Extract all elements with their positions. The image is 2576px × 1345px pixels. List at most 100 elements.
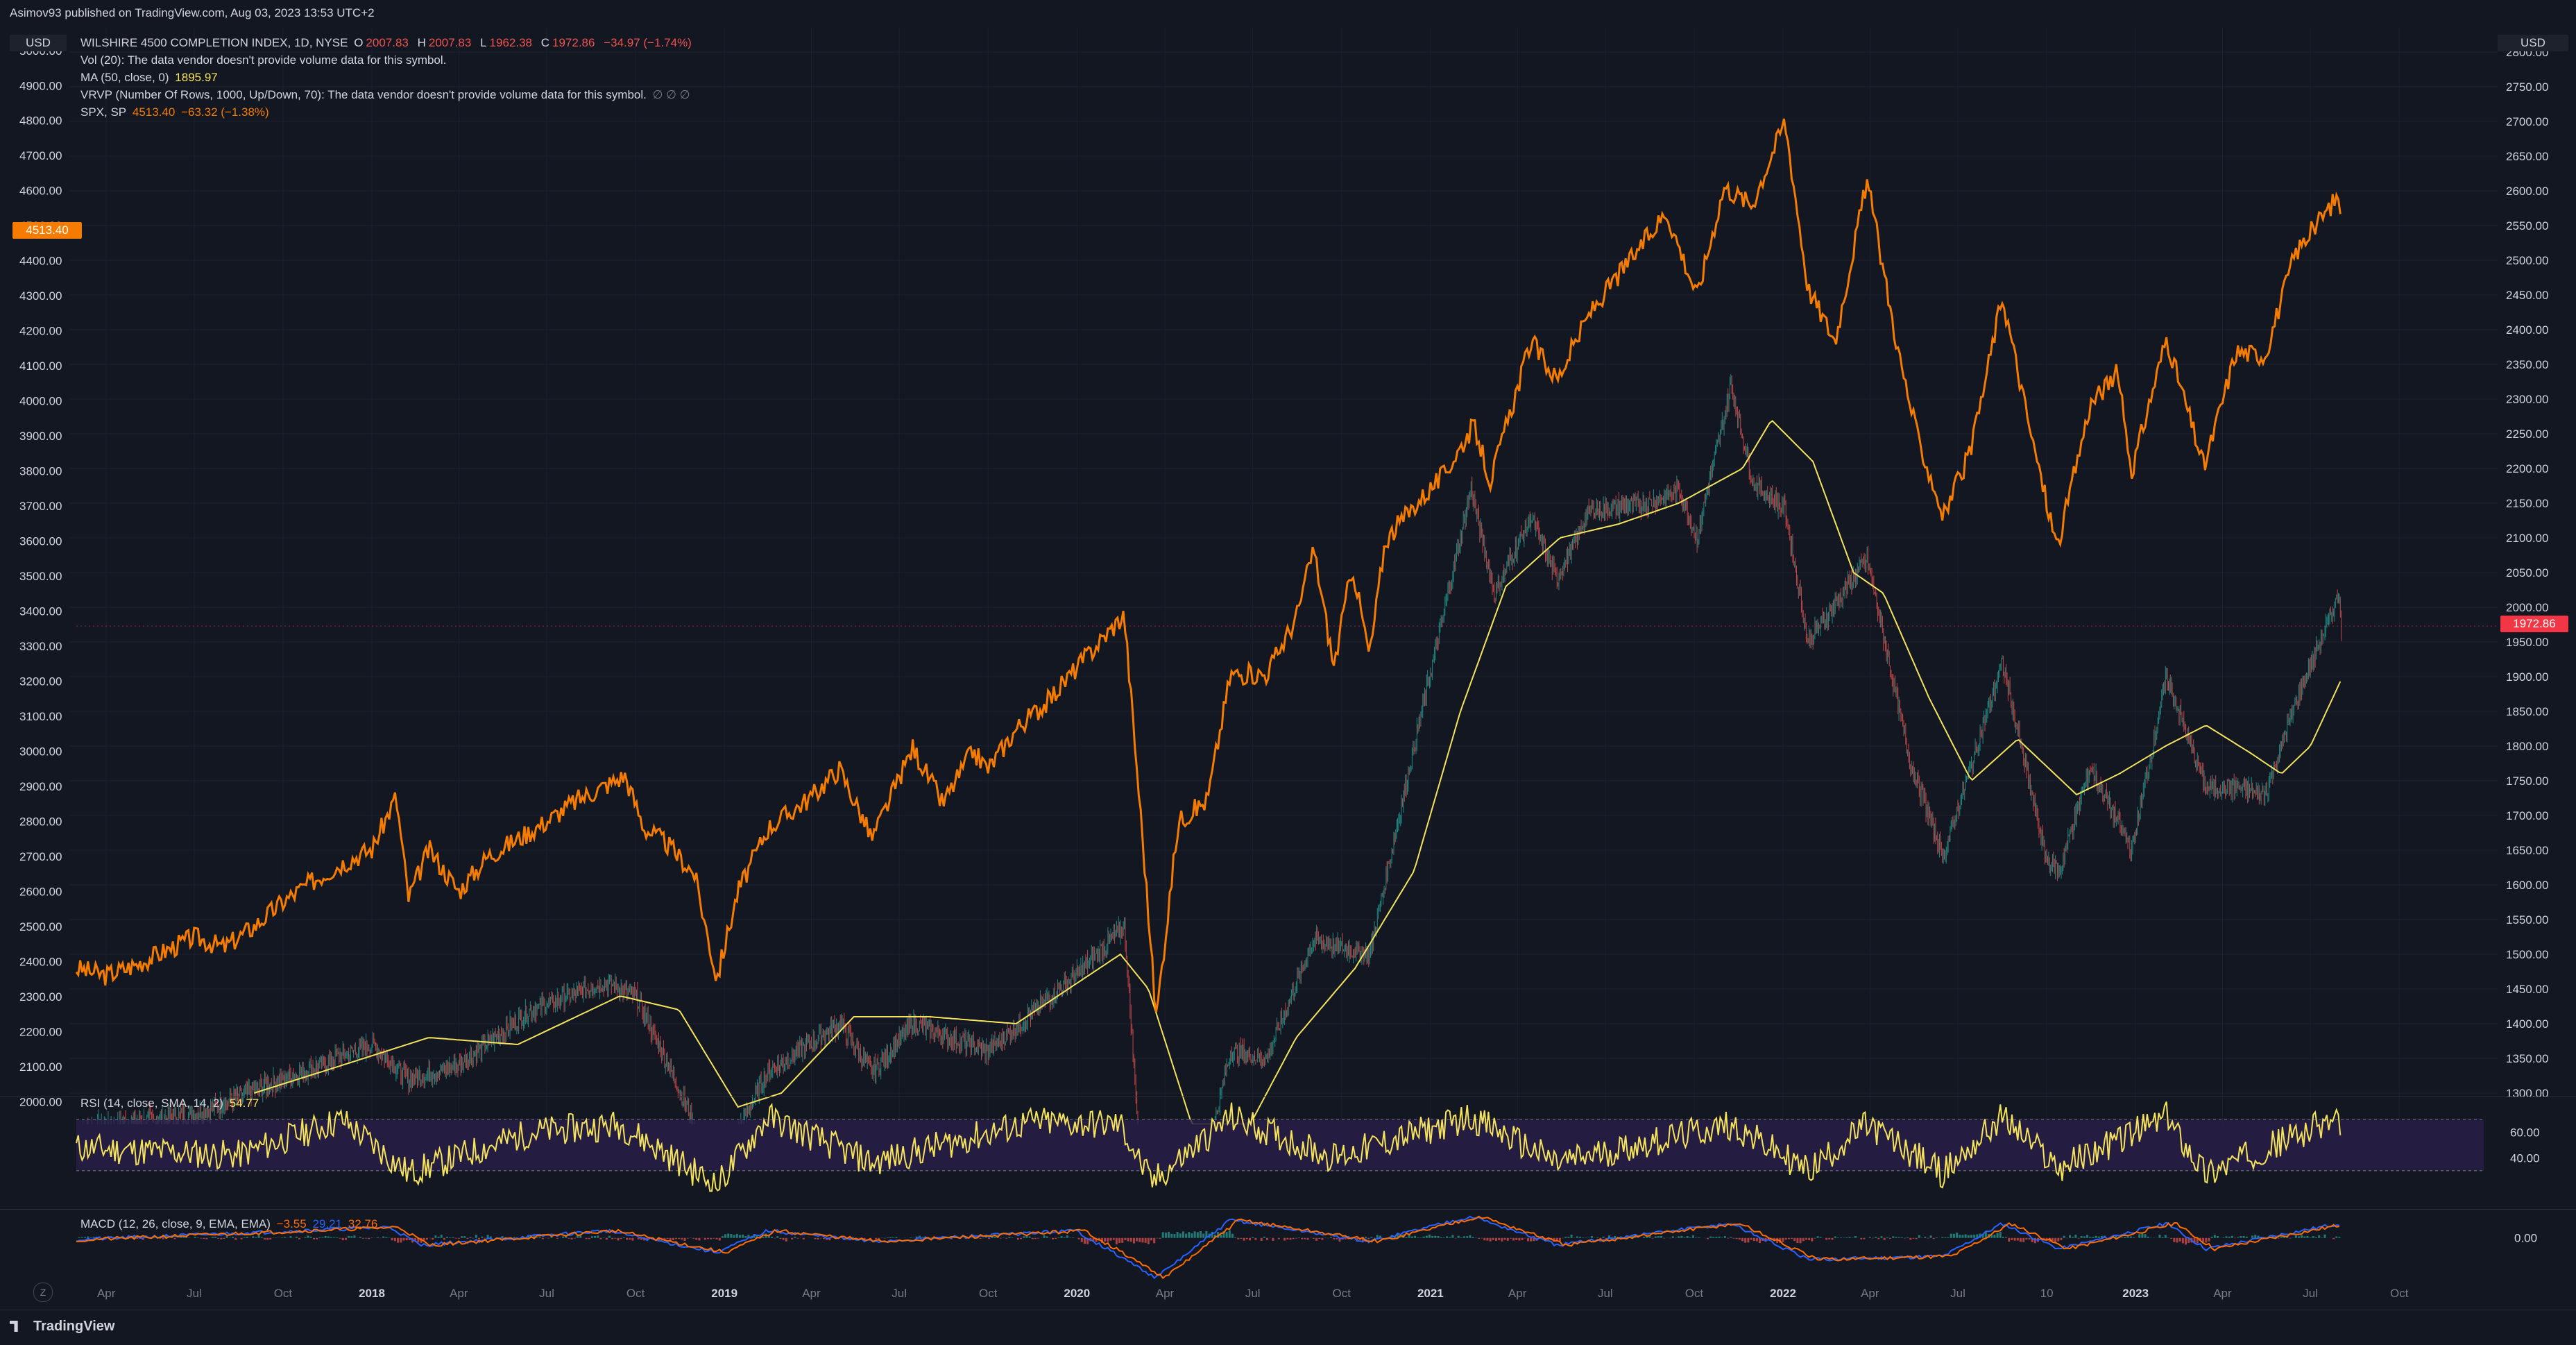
time-axis-tick-label: Oct [979, 1287, 998, 1300]
right-axis-tick-label: 2750.00 [2506, 81, 2548, 94]
main-legend-row[interactable]: WILSHIRE 4500 COMPLETION INDEX, 1D, NYSE… [80, 36, 694, 50]
tradingview-logo-icon [10, 1321, 18, 1332]
time-axis-tick-label: Apr [97, 1287, 116, 1300]
time-axis-tick-label: 2021 [1417, 1287, 1444, 1300]
right-axis-tick-label: 1350.00 [2506, 1052, 2548, 1065]
macd-axis-tick-label: 0.00 [2514, 1232, 2537, 1245]
time-axis-tick-label: Oct [274, 1287, 293, 1300]
right-axis-tick-label: 2650.00 [2506, 150, 2548, 163]
left-axis-tick-label: 4900.00 [19, 79, 62, 92]
time-axis-tick-label: 2019 [711, 1287, 737, 1300]
left-axis-tick-label: 2100.00 [19, 1060, 62, 1074]
right-axis-tick-label: 2400.00 [2506, 323, 2548, 337]
volume-legend[interactable]: Vol (20): The data vendor doesn't provid… [80, 53, 447, 67]
left-axis-tick-label: 2000.00 [19, 1095, 62, 1108]
right-axis-tick-label: 2500.00 [2506, 254, 2548, 267]
main-price-chart[interactable]: 5000.004900.004800.004700.004600.004500.… [0, 28, 2576, 1124]
wilshire-candles [83, 374, 2342, 1124]
time-axis-tick-label: Oct [1685, 1287, 1704, 1300]
right-axis-tick-label: 2200.00 [2506, 462, 2548, 475]
left-axis-tick-label: 3100.00 [19, 710, 62, 723]
left-axis-tick-label: 4200.00 [19, 325, 62, 338]
rsi-axis-tick-label: 40.00 [2510, 1151, 2540, 1165]
time-axis-tick-label: Oct [626, 1287, 645, 1300]
legend-change: −34.97 (−1.74%) [604, 36, 692, 49]
right-axis-tick-label: 1450.00 [2506, 983, 2548, 996]
macd-series [76, 1215, 2341, 1280]
low-label: L [480, 36, 487, 49]
vrvp-hidden-icons[interactable]: ∅ ∅ ∅ [652, 88, 690, 101]
time-axis-tick-label: Jul [1245, 1287, 1261, 1300]
time-axis-tick-label: 2020 [1064, 1287, 1090, 1300]
vrvp-legend[interactable]: VRVP (Number Of Rows, 1000, Up/Down, 70)… [80, 88, 693, 102]
left-currency-label[interactable]: USD [10, 35, 67, 51]
legend-close: C 1972.86 [541, 36, 598, 49]
left-axis-tick-label: 2500.00 [19, 920, 62, 933]
time-axis-ticks: Apr Jul Oct 2018 Apr Jul Oct 2019 Apr Jul Oct 2020 A… [97, 1287, 2409, 1300]
footer-bar: TradingView [0, 1310, 2576, 1345]
rsi-label: RSI (14, close, SMA, 14, 2) [80, 1097, 223, 1110]
rsi-legend[interactable]: RSI (14, close, SMA, 14, 2) 54.77 [80, 1097, 262, 1110]
right-axis-tick-label: 1650.00 [2506, 844, 2548, 857]
time-axis[interactable]: Apr Jul Oct 2018 Apr Jul Oct 2019 Apr Jul Oct 2020 A… [0, 1279, 2576, 1307]
right-price-axis[interactable]: 2800.002750.002700.002650.002600.002550.… [2506, 46, 2548, 1100]
macd-pane[interactable]: 0.00 [0, 1209, 2576, 1292]
publisher-line: Asimov93 published on TradingView.com, A… [10, 6, 375, 19]
right-axis-tick-label: 1700.00 [2506, 809, 2548, 822]
low-value: 1962.38 [489, 36, 532, 49]
ma-50-line [253, 420, 2342, 1124]
legend-symbol-title[interactable]: WILSHIRE 4500 COMPLETION INDEX, 1D, NYSE [80, 36, 348, 49]
left-axis-tick-label: 2300.00 [19, 990, 62, 1004]
left-axis-tick-label: 4000.00 [19, 395, 62, 408]
left-axis-tick-label: 2200.00 [19, 1025, 62, 1038]
left-axis-tick-label: 2400.00 [19, 955, 62, 968]
right-axis-tick-label: 1600.00 [2506, 879, 2548, 892]
ma-value: 1895.97 [175, 71, 218, 84]
left-axis-tick-label: 4600.00 [19, 185, 62, 198]
left-axis-tick-label: 3600.00 [19, 535, 62, 548]
spx-change: −63.32 (−1.38%) [181, 105, 269, 119]
time-axis-tick-label: Jul [1950, 1287, 1965, 1300]
left-axis-tick-label: 4300.00 [19, 289, 62, 303]
right-axis-tick-label: 2150.00 [2506, 497, 2548, 510]
rsi-axis[interactable]: 60.00 40.00 [2510, 1126, 2540, 1165]
zoom-toggle-button[interactable]: Z [33, 1283, 53, 1302]
close-value: 1972.86 [552, 36, 595, 49]
macd-axis[interactable]: 0.00 [2514, 1232, 2537, 1245]
spx-label: SPX, SP [80, 105, 127, 119]
open-value: 2007.83 [366, 36, 409, 49]
time-axis-tick-label: Oct [2390, 1287, 2409, 1300]
macd-histogram-value: 32.76 [348, 1217, 378, 1230]
left-axis-tick-label: 3800.00 [19, 465, 62, 478]
right-axis-tick-label: 2600.00 [2506, 185, 2548, 198]
close-label: C [540, 36, 550, 49]
left-price-axis[interactable]: 5000.004900.004800.004700.004600.004500.… [19, 44, 62, 1109]
left-axis-tick-label: 3700.00 [19, 500, 62, 513]
rsi-pane[interactable]: 60.00 40.00 [0, 1097, 2576, 1194]
legend-open: O 2007.83 [354, 36, 411, 49]
rsi-value: 54.77 [229, 1097, 259, 1110]
spx-last-price-tag: 4513.40 [12, 222, 82, 239]
time-axis-tick-label: Apr [2213, 1287, 2232, 1300]
signal-line [76, 1215, 2340, 1280]
macd-legend[interactable]: MACD (12, 26, close, 9, EMA, EMA) −3.55 … [80, 1217, 380, 1231]
left-axis-tick-label: 3200.00 [19, 675, 62, 688]
spx-value: 4513.40 [132, 105, 176, 119]
right-axis-tick-label: 1900.00 [2506, 670, 2548, 684]
high-label: H [417, 36, 426, 49]
right-axis-tick-label: 1850.00 [2506, 705, 2548, 718]
tradingview-logo[interactable]: TradingView [10, 1319, 114, 1335]
time-axis-tick-label: 2023 [2122, 1287, 2149, 1300]
spx-legend[interactable]: SPX, SP 4513.40 −63.32 (−1.38%) [80, 105, 272, 119]
ma-legend[interactable]: MA (50, close, 0) 1895.97 [80, 71, 221, 85]
right-axis-tick-label: 2350.00 [2506, 358, 2548, 371]
spx-line [75, 118, 2342, 1013]
time-axis-tick-label: Jul [2303, 1287, 2318, 1300]
time-axis-tick-label: Oct [1333, 1287, 1351, 1300]
tradingview-brand: TradingView [33, 1319, 115, 1334]
right-currency-label[interactable]: USD [2498, 35, 2568, 51]
high-value: 2007.83 [428, 36, 472, 49]
wilshire-last-price-tag: 1972.86 [2500, 616, 2568, 632]
time-axis-tick-label: Jul [539, 1287, 554, 1300]
time-axis-tick-label: Jul [892, 1287, 907, 1300]
